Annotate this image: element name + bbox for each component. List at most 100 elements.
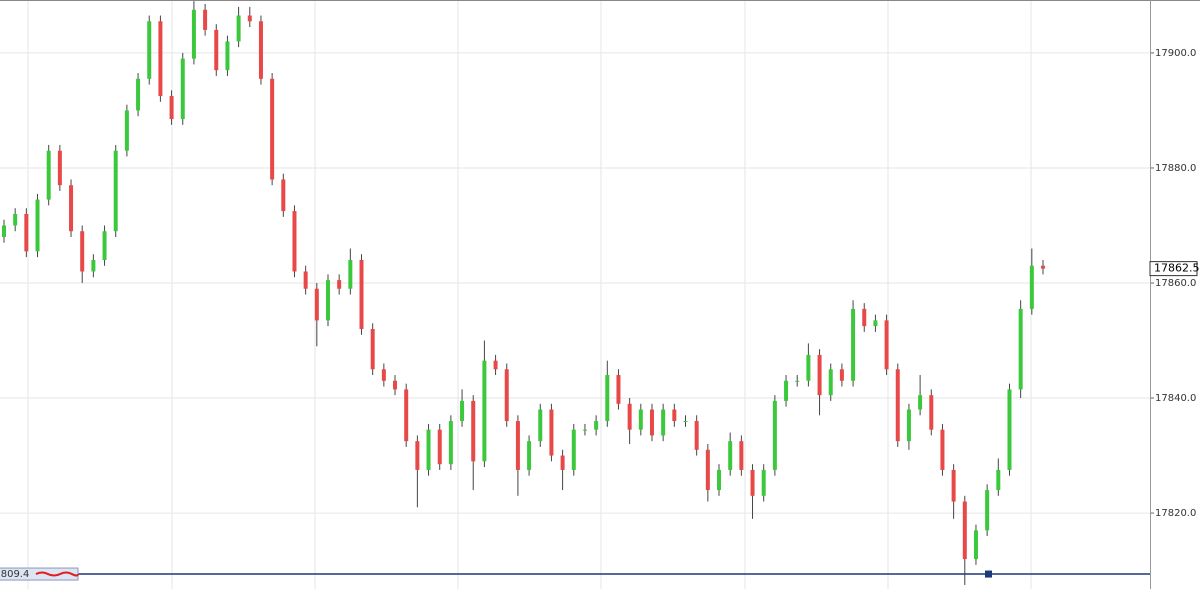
candle-body (918, 395, 923, 410)
candle-body (951, 469, 956, 502)
candle-body (672, 409, 677, 422)
candle-body (962, 501, 967, 560)
candle-body (661, 409, 666, 436)
candle-body (270, 78, 275, 180)
candle-body (895, 369, 900, 442)
candle-body (906, 409, 911, 442)
candle-body (750, 469, 755, 496)
candle-body (761, 469, 766, 496)
candle-body (884, 320, 889, 370)
candle-body (784, 380, 789, 401)
candle-body (448, 421, 453, 465)
candle-body (203, 9, 208, 30)
candle-body (538, 409, 543, 442)
candle-body (80, 231, 85, 272)
candle-body (370, 329, 375, 370)
candle-body (303, 271, 308, 289)
candle-body (359, 259, 364, 330)
candle-body (1029, 265, 1034, 309)
candle-body (772, 400, 777, 470)
candle-body (1018, 308, 1023, 390)
candle-body (571, 429, 576, 470)
candle-body (828, 369, 833, 396)
candle-body (504, 369, 509, 422)
reference-anchor (985, 570, 992, 578)
candle-body (46, 150, 51, 200)
candle-body (493, 360, 498, 370)
y-tick-label: 17880.0 (1155, 163, 1196, 174)
y-tick-label: 17860.0 (1155, 278, 1196, 289)
candle-body (649, 409, 654, 436)
candle-body (225, 41, 230, 71)
candle-body (2, 225, 6, 237)
y-tick-label: 17900.0 (1155, 48, 1196, 59)
candle-body (471, 400, 476, 462)
candle-body (527, 441, 532, 470)
candle-body (1041, 265, 1045, 269)
last-price-label: 17862.5 (1154, 262, 1200, 275)
y-tick-label: 17840.0 (1155, 393, 1196, 404)
candle-body (69, 185, 74, 232)
candle-body (549, 409, 554, 456)
candle-body (404, 389, 409, 442)
candle-body (191, 9, 196, 59)
candle-body (147, 21, 152, 79)
candle-body (214, 29, 219, 71)
candle-body (460, 400, 465, 422)
candle-body (806, 354, 811, 381)
candle-body (839, 369, 844, 381)
candle-body (795, 380, 800, 382)
reference-label: 17809.4 (0, 569, 29, 580)
candle-body (985, 490, 990, 531)
candle-body (91, 259, 96, 272)
candle-body (325, 280, 330, 321)
last-price-box (1149, 261, 1198, 277)
candle-body (482, 360, 487, 462)
candle-body (247, 15, 252, 22)
candle-body (817, 354, 822, 396)
reference-scribble (35, 571, 79, 577)
candle-body (594, 421, 599, 430)
candle-body (717, 469, 722, 491)
candle-body (437, 429, 442, 465)
candle-body (929, 395, 934, 430)
candle-body (236, 15, 241, 42)
candle-body (705, 449, 710, 491)
candle-body (582, 429, 587, 431)
candle-body (180, 58, 185, 120)
candle-body (1007, 389, 1012, 470)
candle-body (862, 308, 867, 327)
candle-body (35, 199, 40, 252)
candle-body (124, 110, 129, 151)
candle-body (314, 288, 319, 321)
candle-body (560, 455, 565, 470)
candle-body (873, 320, 878, 327)
candle-body (605, 375, 610, 422)
candle-body (57, 150, 62, 186)
candle-body (694, 421, 699, 450)
candle-body (348, 259, 353, 289)
candle-body (393, 380, 398, 390)
candle-body (683, 421, 688, 423)
candle-body (136, 78, 141, 111)
candle-body (851, 308, 856, 381)
candle-body (515, 421, 520, 470)
candle-body (627, 403, 632, 430)
candle-body (638, 409, 643, 430)
candle-body (337, 280, 342, 289)
candle-body (616, 375, 621, 404)
candle-body (113, 150, 118, 232)
candle-body (996, 469, 1001, 491)
candle-body (426, 429, 431, 470)
candle-body (158, 21, 163, 97)
candle-body (24, 213, 29, 252)
candle-body (940, 429, 945, 470)
candle-body (728, 441, 733, 470)
candle-body (169, 96, 174, 120)
candle-body (102, 231, 107, 260)
candle-body (415, 441, 420, 470)
candle-body (258, 21, 263, 79)
candle-body (973, 530, 978, 560)
